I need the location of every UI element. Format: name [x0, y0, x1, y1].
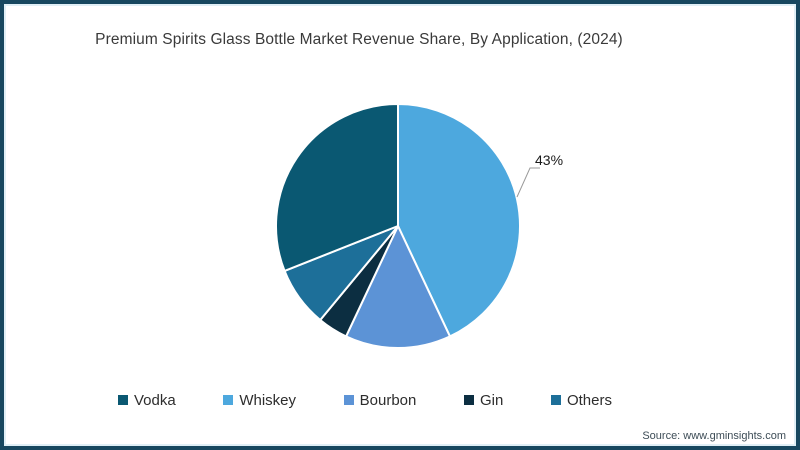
legend-item-vodka[interactable]: Vodka — [118, 392, 176, 409]
legend-marker-whiskey-icon — [223, 395, 234, 405]
legend-item-others[interactable]: Others — [550, 391, 612, 409]
pie-slices — [275, 103, 522, 350]
data-label-connector — [516, 167, 540, 198]
legend-marker-gin-icon — [464, 395, 474, 405]
legend-item-gin[interactable]: Gin — [464, 392, 503, 409]
legend-label-vodka: Vodka — [134, 391, 176, 409]
legend-item-whiskey[interactable]: Whiskey — [223, 392, 296, 409]
legend-item-bourbon[interactable]: Bourbon — [343, 391, 417, 409]
source-attribution: Source: www.gminsights.com — [642, 430, 786, 442]
legend-marker-vodka-icon — [118, 395, 128, 405]
legend-label-others: Others — [566, 391, 612, 409]
pie-slice-whiskey[interactable] — [397, 103, 522, 338]
legend-label-gin: Gin — [480, 391, 504, 409]
legend-label-bourbon: Bourbon — [359, 391, 417, 409]
legend-marker-bourbon-icon — [343, 395, 354, 405]
pie-slice-vodka[interactable] — [275, 103, 399, 272]
data-label-whiskey: 43% — [535, 152, 563, 168]
legend-label-whiskey: Whiskey — [239, 391, 297, 409]
legend-marker-others-icon — [550, 395, 561, 405]
legend: Vodka Whiskey Bourbon Gin Others — [118, 389, 612, 411]
pie-slice-bourbon[interactable] — [345, 225, 451, 350]
chart-title: Premium Spirits Glass Bottle Market Reve… — [95, 31, 623, 48]
